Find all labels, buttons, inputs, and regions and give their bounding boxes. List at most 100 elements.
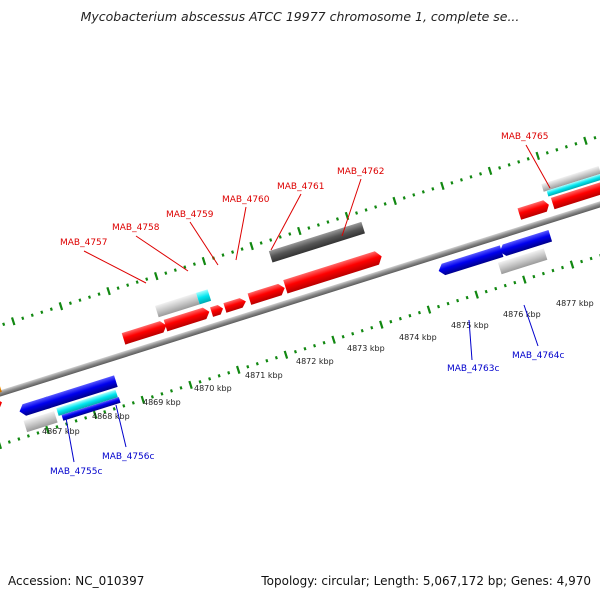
minor-tick xyxy=(532,274,536,279)
kbp-label: 4876 kbp xyxy=(503,310,541,319)
minor-tick xyxy=(417,310,421,315)
feature-grey-lower[interactable] xyxy=(23,411,58,433)
gene-label-mab-4755c[interactable]: MAB_4755c xyxy=(50,467,103,477)
gene-label-mab-4763c[interactable]: MAB_4763c xyxy=(447,364,500,374)
inner-tick-ruler xyxy=(0,253,600,450)
accession-text: Accession: NC_010397 xyxy=(8,574,145,588)
minor-tick xyxy=(112,407,116,411)
minor-tick xyxy=(192,262,196,266)
kbp-label: 4869 kbp xyxy=(143,398,181,407)
gene-mab-4757[interactable] xyxy=(121,320,169,345)
minor-tick xyxy=(145,277,149,281)
minor-tick xyxy=(135,280,139,284)
minor-tick xyxy=(517,160,521,164)
minor-tick xyxy=(40,310,44,314)
minor-tick xyxy=(307,226,311,230)
major-tick xyxy=(249,241,254,251)
minor-tick xyxy=(131,401,135,405)
feature-cyan-upper[interactable] xyxy=(196,289,212,305)
minor-tick xyxy=(370,325,374,330)
feature-blue-lower[interactable] xyxy=(61,396,121,421)
gene-mab-4756c[interactable] xyxy=(40,375,118,410)
minor-tick xyxy=(383,202,387,206)
feature-grey-upper-right[interactable] xyxy=(541,166,600,192)
gene-mab-4759[interactable] xyxy=(210,304,224,317)
gene-label-mab-4760[interactable]: MAB_4760 xyxy=(222,195,270,205)
feature-cyan-lower[interactable] xyxy=(56,389,118,416)
minor-tick xyxy=(412,193,416,197)
minor-tick xyxy=(68,301,72,305)
minor-tick xyxy=(593,136,597,140)
minor-tick xyxy=(450,181,454,185)
minor-tick xyxy=(479,172,483,176)
gene-forward-left-edge[interactable] xyxy=(0,397,4,416)
gene-label-mab-4761[interactable]: MAB_4761 xyxy=(277,182,325,192)
kbp-label: 4867 kbp xyxy=(42,427,80,436)
gene-mab-4765[interactable] xyxy=(517,199,551,220)
major-tick xyxy=(535,151,541,160)
minor-tick xyxy=(150,395,154,399)
gene-label-mab-4759[interactable]: MAB_4759 xyxy=(166,210,214,220)
major-tick xyxy=(92,410,98,420)
minor-tick xyxy=(421,190,425,194)
map-title: Mycobacterium abscessus ATCC 19977 chrom… xyxy=(80,9,520,24)
major-tick xyxy=(569,260,575,269)
feature-cyan-upper-right[interactable] xyxy=(546,172,600,197)
minor-tick xyxy=(126,283,130,287)
feature-dark[interactable] xyxy=(268,221,365,263)
gene-label-mab-4765[interactable]: MAB_4765 xyxy=(501,132,549,142)
major-tick xyxy=(235,365,241,374)
major-tick xyxy=(201,256,207,266)
gene-label-mab-4758[interactable]: MAB_4758 xyxy=(112,223,160,233)
outer-tick-ruler xyxy=(2,136,597,326)
gene-label-mab-4756c[interactable]: MAB_4756c xyxy=(102,452,155,462)
feature-grey-lower-right[interactable] xyxy=(497,248,548,275)
minor-tick xyxy=(389,319,393,324)
minor-tick xyxy=(179,386,183,390)
minor-tick xyxy=(360,328,364,333)
kbp-label: 4877 kbp xyxy=(556,299,594,308)
minor-tick xyxy=(503,283,507,288)
minor-tick xyxy=(17,437,21,441)
genome-diagram xyxy=(0,136,600,450)
minor-tick xyxy=(351,331,355,336)
minor-tick xyxy=(97,292,101,296)
minor-tick xyxy=(21,316,25,320)
major-tick xyxy=(45,425,50,435)
kbp-label: 4874 kbp xyxy=(399,333,437,342)
kbp-label: 4868 kbp xyxy=(92,412,130,421)
minor-tick xyxy=(227,371,231,375)
minor-tick xyxy=(221,253,225,257)
minor-tick xyxy=(303,346,307,351)
kbp-label: 4870 kbp xyxy=(194,384,232,393)
gene-leader-line xyxy=(468,319,473,361)
minor-tick xyxy=(255,362,259,366)
minor-tick xyxy=(341,334,345,339)
gene-mab-4762[interactable] xyxy=(283,250,384,294)
minor-tick xyxy=(431,187,435,191)
gene-mab-4755c[interactable] xyxy=(18,396,51,417)
major-tick xyxy=(487,166,493,176)
gene-mab-4764c[interactable] xyxy=(498,230,553,257)
gene-mab-4758[interactable] xyxy=(163,306,211,332)
minor-tick xyxy=(198,380,202,384)
gene-label-mab-4764c[interactable]: MAB_4764c xyxy=(512,351,565,361)
gene-forward-edge[interactable] xyxy=(550,179,600,210)
gene-leader-line xyxy=(83,250,147,284)
minor-tick xyxy=(116,286,120,290)
gene-mab-4760[interactable] xyxy=(223,297,247,313)
minor-tick xyxy=(313,343,317,348)
minor-tick xyxy=(274,356,278,360)
minor-tick xyxy=(30,313,34,317)
gene-label-mab-4762[interactable]: MAB_4762 xyxy=(337,167,385,177)
gene-mab-4761[interactable] xyxy=(247,282,287,305)
minor-tick xyxy=(26,434,30,438)
major-tick xyxy=(297,226,302,236)
major-tick xyxy=(188,380,193,389)
gene-leader-line xyxy=(135,235,189,272)
gene-leader-line xyxy=(115,404,127,448)
gene-label-mab-4757[interactable]: MAB_4757 xyxy=(60,238,108,248)
gene-mab-4763c[interactable] xyxy=(437,245,504,276)
feature-grey-upper[interactable] xyxy=(155,292,200,318)
